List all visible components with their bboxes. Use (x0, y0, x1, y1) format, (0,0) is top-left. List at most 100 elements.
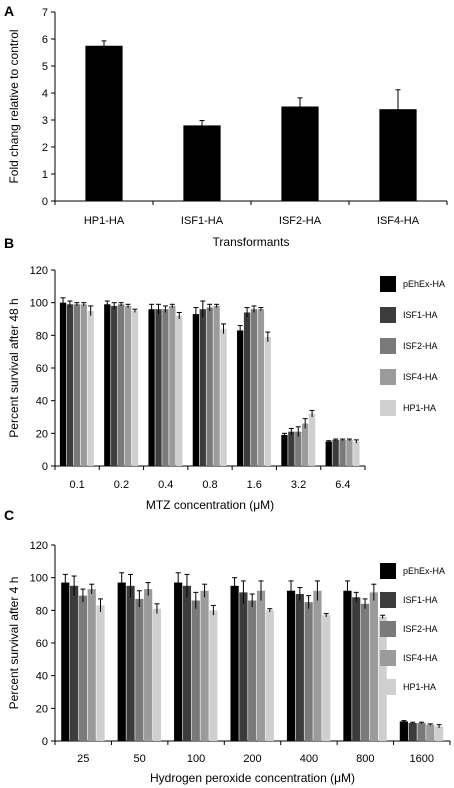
panel-a-y-tick-label: 6 (42, 34, 48, 46)
panel-c-bar-isf2-ha-25 (78, 595, 88, 741)
panel-b-bar-isf4-ha-1_6 (257, 309, 265, 466)
panel-c-x-tick-label: 1600 (410, 753, 434, 765)
panel-b-legend-label: ISF2-HA (403, 341, 438, 351)
panel-c-bar-isf2-ha-100 (191, 600, 200, 741)
panel-a-x-tick-label: HP1-HA (84, 215, 125, 227)
panel-a-y-tick-label: 4 (42, 88, 48, 100)
panel-c-bar-isf2-ha-200 (248, 600, 257, 741)
panel-c-legend-swatch (380, 679, 396, 695)
panel-b-bar-isf1-ha-6_4 (332, 439, 339, 466)
panel-b-bar-hp1-ha-0_2 (131, 310, 139, 466)
panel-b-bar-isf2-ha-3_2 (295, 431, 302, 466)
panel-c-y-tick-label: 40 (36, 671, 48, 683)
panel-b-bar-isf2-ha-0_4 (162, 309, 169, 466)
panel-b-bar-pehex-ha-1_6 (237, 330, 244, 466)
panel-c-bar-hp1-ha-800 (378, 616, 387, 741)
panel-b-bar-isf2-ha-0_1 (73, 304, 80, 466)
panel-c-legend-swatch (380, 563, 396, 579)
panel-c-legend-label: ISF2-HA (403, 624, 438, 634)
panel-b-bar-isf1-ha-0_8 (199, 309, 206, 466)
panel-c-bar-isf1-ha-400 (295, 594, 304, 741)
panel-b-y-tick-label: 20 (36, 428, 48, 440)
panel-b-bar-pehex-ha-6_4 (325, 441, 332, 466)
panel-c-x-axis-label: Hydrogen peroxide concentration (μM) (150, 771, 355, 785)
panel-b-bar-isf4-ha-0_4 (169, 305, 176, 466)
panel-c-bar-isf2-ha-400 (304, 602, 313, 741)
panel-c-bar-isf4-ha-800 (369, 592, 378, 741)
panel-b-bar-hp1-ha-3_2 (308, 413, 316, 466)
panel-b-legend-label: ISF1-HA (403, 310, 438, 320)
panel-b-bar-isf2-ha-0_2 (117, 304, 125, 466)
panel-c-bar-hp1-ha-1600 (434, 726, 444, 741)
panel-a-y-axis-label: Fold chang relative to control (7, 29, 21, 183)
panel-b-bar-isf4-ha-6_4 (346, 439, 353, 466)
panel-c-bar-pehex-ha-1600 (399, 721, 408, 741)
panel-b-x-axis-label: MTZ concentration (μM) (146, 498, 274, 512)
panel-b-bar-isf4-ha-0_8 (213, 305, 220, 466)
panel-c-x-tick-label: 25 (77, 753, 89, 765)
panel-c-bar-isf1-ha-50 (126, 585, 135, 741)
panel-b-legend-swatch (380, 369, 396, 385)
panel-c-bar-isf4-ha-25 (87, 589, 96, 741)
panel-c-x-tick-label: 400 (300, 753, 318, 765)
panel-c-legend-swatch (380, 621, 396, 637)
panel-c-bar-isf4-ha-400 (313, 590, 322, 741)
panel-c-y-tick-label: 60 (36, 638, 48, 650)
panel-a-x-axis-label: Transformants (213, 235, 290, 249)
panel-c-bar-isf1-ha-100 (182, 585, 192, 741)
panel-b-y-tick-label: 120 (30, 265, 48, 277)
panel-a-x-tick-label: ISF2-HA (279, 215, 322, 227)
panel-b-bar-isf2-ha-0_8 (206, 307, 213, 466)
panel-a-label: A (4, 3, 14, 19)
panel-b-bar-isf2-ha-1_6 (250, 309, 258, 466)
panel-c-bar-isf1-ha-1600 (408, 723, 417, 741)
panel-c-y-tick-label: 20 (36, 703, 48, 715)
panel-c-x-tick-label: 800 (356, 753, 374, 765)
panel-b-x-tick-label: 0.1 (69, 479, 84, 491)
panel-b-bar-isf4-ha-3_2 (302, 423, 309, 466)
panel-a-y-tick-label: 0 (42, 196, 48, 208)
panel-a-y-tick-label: 5 (42, 61, 48, 73)
panel-c-bar-isf4-ha-200 (256, 590, 266, 741)
panel-c-y-tick-label: 120 (30, 540, 48, 552)
panel-c-bar-hp1-ha-200 (265, 610, 274, 741)
panel-c-bar-pehex-ha-200 (230, 585, 239, 741)
panel-c-bar-hp1-ha-100 (209, 610, 218, 741)
panel-b-bar-isf1-ha-1_6 (243, 312, 251, 466)
panel-b-bar-isf2-ha-6_4 (339, 439, 346, 466)
panel-c-bar-isf4-ha-50 (144, 589, 153, 741)
panel-b-bar-pehex-ha-0_1 (59, 302, 67, 466)
panel-a-x-tick-label: ISF4-HA (377, 215, 420, 227)
panel-c-bar-pehex-ha-50 (117, 582, 126, 741)
panel-c-bar-hp1-ha-400 (322, 615, 331, 741)
panel-b-bar-isf4-ha-0_2 (124, 305, 132, 466)
panel-c-bar-isf4-ha-100 (200, 590, 209, 741)
panel-a-y-tick-label: 1 (42, 169, 48, 181)
panel-b-bar-isf4-ha-0_1 (80, 304, 87, 466)
panel-c-bar-isf4-ha-1600 (426, 724, 435, 741)
panel-b-legend-label: pEhEx-HA (403, 279, 445, 289)
panel-b-legend-swatch (380, 307, 396, 323)
panel-b-bar-hp1-ha-0_1 (87, 310, 94, 466)
panel-c-bar-isf1-ha-800 (352, 597, 361, 741)
panel-b-legend-label: HP1-HA (403, 403, 436, 413)
panel-b-bar-pehex-ha-0_2 (104, 304, 111, 466)
panel-a-bar-isf1-ha (183, 125, 221, 201)
panel-b-y-tick-label: 40 (36, 396, 48, 408)
panel-b-x-tick-label: 0.4 (158, 479, 173, 491)
panel-c-bar-isf2-ha-50 (135, 598, 144, 741)
panel-b-y-tick-label: 60 (36, 363, 48, 375)
panel-b-bar-isf1-ha-0_1 (66, 304, 74, 466)
panel-b-legend-swatch (380, 400, 396, 416)
panel-c-bar-pehex-ha-800 (343, 590, 352, 741)
panel-c-x-tick-label: 100 (187, 753, 205, 765)
panel-c-bar-pehex-ha-25 (61, 582, 70, 741)
panel-a-y-tick-label: 7 (42, 7, 48, 19)
panel-a-x-tick-label: ISF1-HA (181, 215, 224, 227)
panel-c-legend-label: ISF1-HA (403, 595, 438, 605)
panel-c-y-tick-label: 100 (30, 573, 48, 585)
panel-c-label: C (4, 507, 14, 523)
panel-b-bar-pehex-ha-0_8 (192, 314, 200, 466)
panel-b-legend-label: ISF4-HA (403, 372, 438, 382)
